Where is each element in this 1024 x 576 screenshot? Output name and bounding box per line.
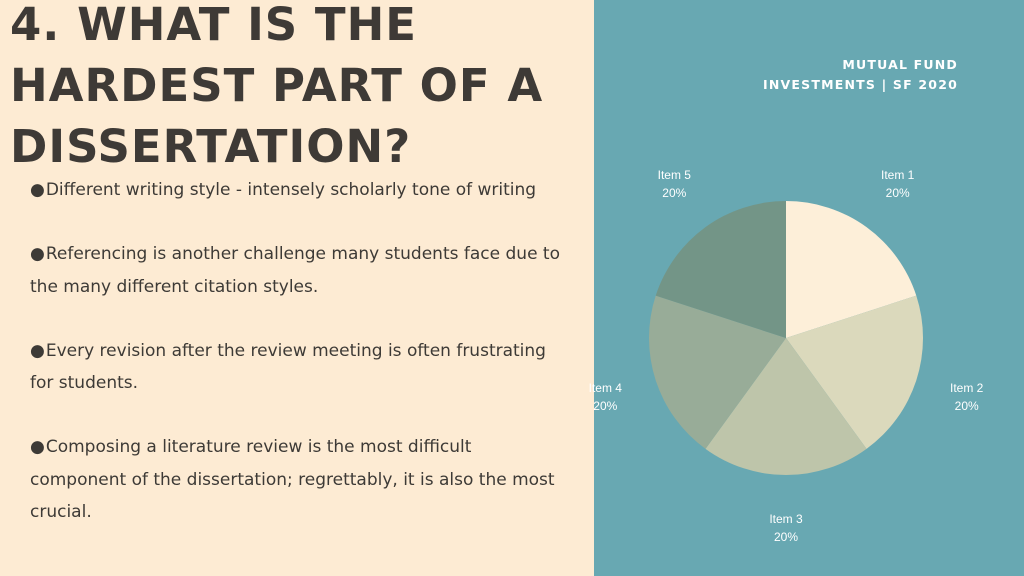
slice-label-3: Item 3 20% [751, 510, 821, 546]
bullet-item: ●Every revision after the review meeting… [30, 335, 570, 400]
pie-slice-4 [649, 295, 786, 449]
slice-label-1: Item 1 20% [863, 166, 933, 202]
bullet-dot-icon: ● [30, 437, 45, 457]
slice-name: Item 3 [769, 512, 803, 526]
bullet-dot-icon: ● [30, 244, 45, 264]
bullet-item: ●Referencing is another challenge many s… [30, 238, 570, 303]
brand-line-1: MUTUAL FUND [842, 57, 958, 72]
bullet-text: Different writing style - intensely scho… [45, 180, 537, 200]
slide-title: 4. WHAT IS THE HARDEST PART OF A DISSERT… [10, 0, 544, 173]
brand-label: MUTUAL FUND INVESTMENTS | SF 2020 [763, 55, 958, 94]
content-panel: 4. WHAT IS THE HARDEST PART OF A DISSERT… [10, 0, 570, 560]
slice-name: Item 4 [588, 380, 622, 395]
pie-chart [649, 201, 923, 476]
slice-label-2: Item 2 20% [932, 379, 1002, 415]
pie-slice-2 [786, 295, 923, 449]
bullet-list: ●Different writing style - intensely sch… [30, 174, 570, 560]
slice-value: 20% [954, 398, 979, 413]
slice-value: 20% [885, 186, 910, 201]
bullet-item: ●Composing a literature review is the mo… [30, 431, 570, 529]
slice-value: 20% [662, 186, 687, 201]
slice-name: Item 2 [950, 380, 984, 395]
bullet-item: ●Different writing style - intensely sch… [30, 174, 570, 207]
pie-slice-1 [786, 201, 917, 338]
bullet-dot-icon: ● [30, 180, 45, 200]
pie-slice-3 [705, 338, 867, 476]
slice-value: 20% [593, 398, 618, 413]
slice-name: Item 1 [880, 168, 915, 183]
brand-line-2: INVESTMENTS | SF 2020 [763, 76, 958, 92]
slice-label-4: Item 4 20% [570, 379, 640, 415]
pie-slice-5 [655, 201, 786, 338]
slice-value: 20% [773, 530, 799, 544]
slice-label-5: Item 5 20% [639, 166, 709, 202]
bullet-text: Referencing is another challenge many st… [30, 244, 560, 297]
bullet-dot-icon: ● [30, 340, 45, 361]
bullet-text: Composing a literature review is the mos… [30, 437, 555, 522]
slice-name: Item 5 [657, 168, 691, 183]
bullet-text: Every revision after the review meeting … [30, 340, 546, 394]
